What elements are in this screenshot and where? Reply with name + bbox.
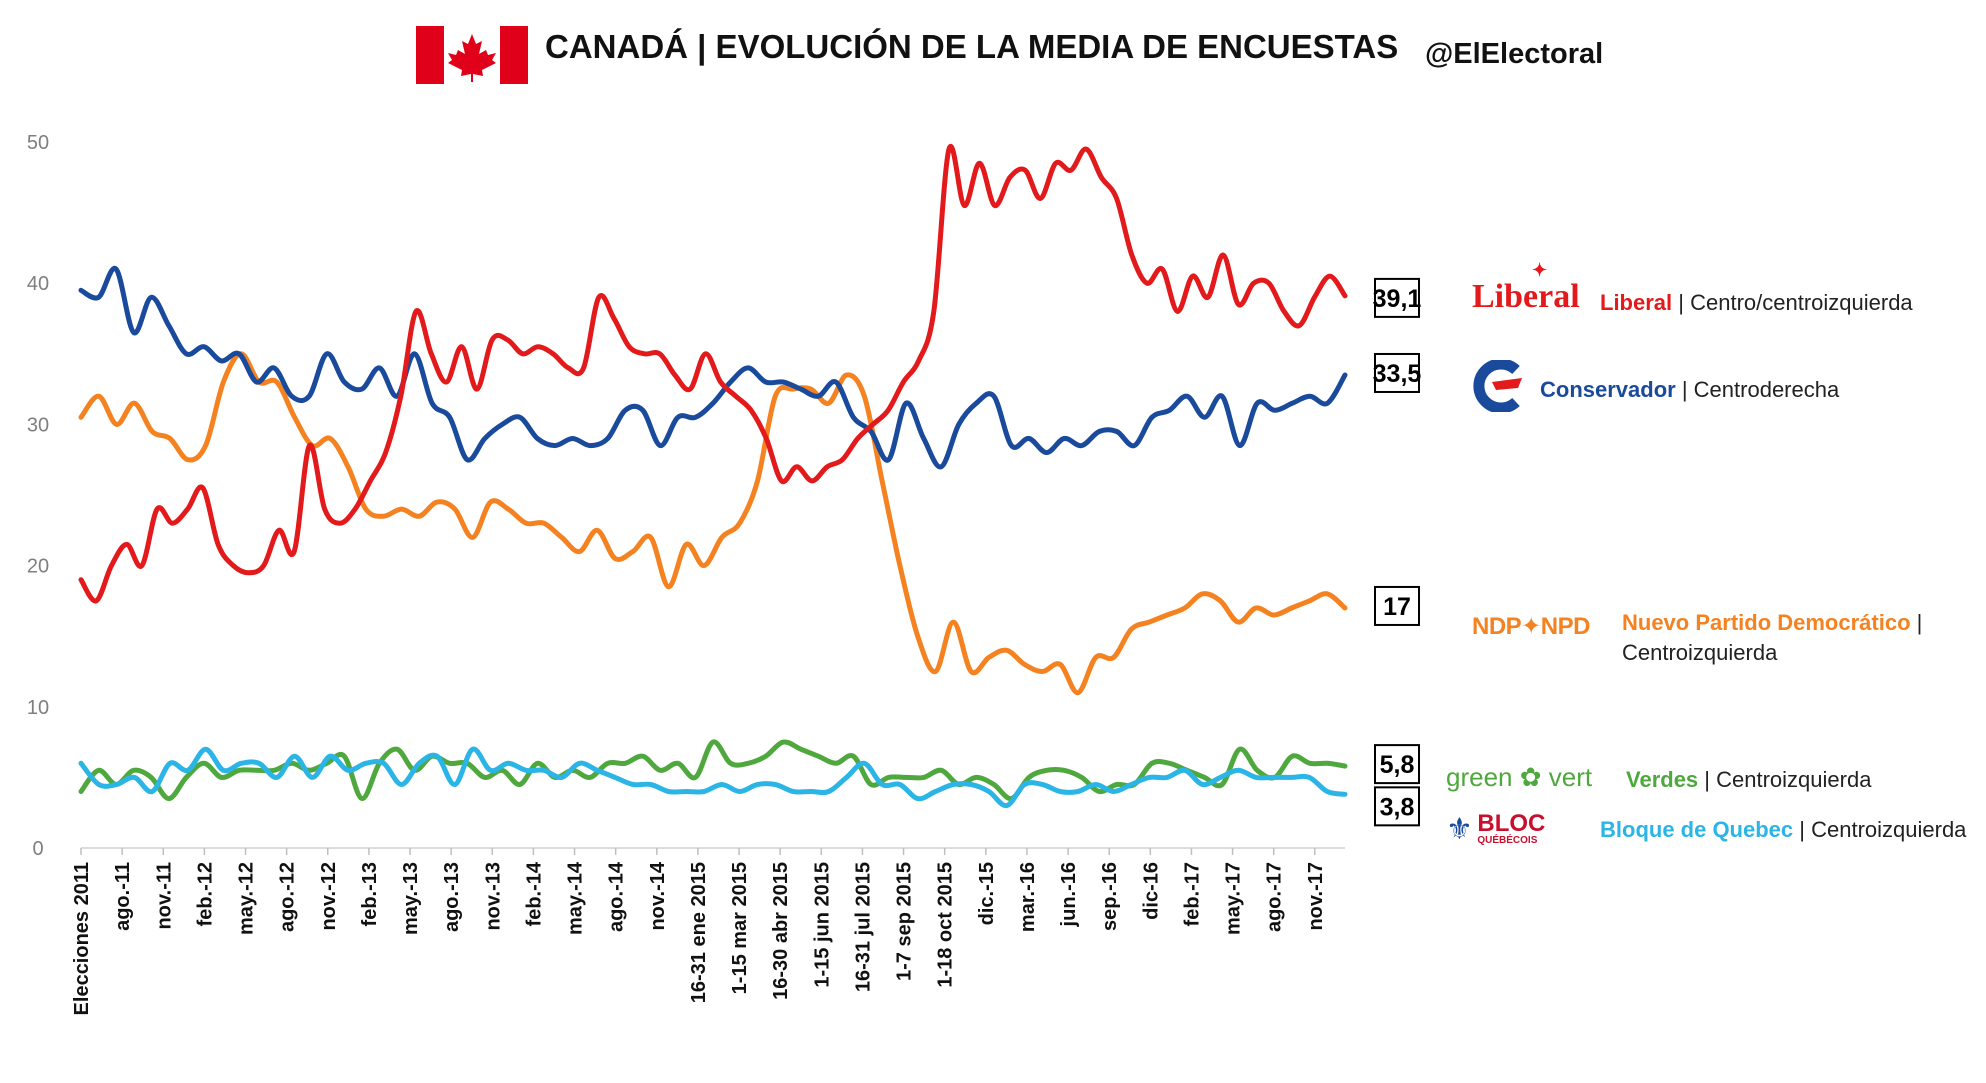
conservative-c-icon <box>1473 358 1522 414</box>
x-tick-label: feb.-17 <box>1181 862 1203 926</box>
x-tick-label: 16-30 abr 2015 <box>770 862 792 1000</box>
value-label: 17 <box>1383 593 1411 621</box>
legend-liberal: Liberal | Centro/centroizquierda <box>1600 288 1913 318</box>
legend-ndp: Nuevo Partido Democrático | <box>1622 608 1922 638</box>
x-tick-label: dic.-15 <box>976 862 998 925</box>
x-tick-label: feb.-13 <box>359 862 381 926</box>
legend-verdes: Verdes | Centroizquierda <box>1626 765 1871 795</box>
legend-conservador-desc: | Centroderecha <box>1681 377 1840 402</box>
series-line-bloque-de-quebec <box>78 746 1348 809</box>
bloc-logo-text: BLOC <box>1477 810 1546 837</box>
x-tick-label: 16-31 ene 2015 <box>688 862 710 1003</box>
x-tick-label: ago.-14 <box>606 861 628 932</box>
legend-ndp-desc2: Centroizquierda <box>1622 640 1778 665</box>
bloc-logo-subtext: QUÉBÉCOIS <box>1477 835 1538 846</box>
x-tick-label: may.-12 <box>236 862 258 935</box>
x-tick-label: ago.-12 <box>277 862 299 932</box>
x-tick-label: feb.-12 <box>194 862 216 926</box>
x-tick-label: nov.-11 <box>153 862 175 929</box>
value-label: 5,8 <box>1380 751 1415 779</box>
x-tick-label: mar.-16 <box>1017 862 1039 932</box>
x-tick-label: may.-13 <box>400 862 422 935</box>
value-box <box>1374 277 1420 318</box>
value-label: 3,8 <box>1380 793 1415 821</box>
y-tick-label: 40 <box>27 273 49 295</box>
green-party-logo: green ✿ vert <box>1446 762 1593 792</box>
x-tick-label: sep.-16 <box>1099 862 1121 931</box>
series-line-conservador <box>78 265 1348 470</box>
legend-bloc: Bloque de Quebec | Centroizquierda <box>1600 815 1966 845</box>
value-box <box>1374 744 1420 785</box>
legend-conservador: Conservador | Centroderecha <box>1540 375 1839 405</box>
x-tick-label: may.-17 <box>1223 862 1245 935</box>
legend-verdes-desc: | Centroizquierda <box>1704 767 1872 792</box>
x-tick-label: Elecciones 2011 <box>71 862 93 1015</box>
maple-leaf-icon: ✦ <box>1532 260 1548 280</box>
x-tick-label: dic-16 <box>1140 862 1162 920</box>
y-tick-label: 0 <box>32 838 43 860</box>
value-label: 33,5 <box>1373 360 1422 388</box>
legend-bloc-name: Bloque de Quebec <box>1600 817 1794 842</box>
legend-bloc-desc: | Centroizquierda <box>1799 817 1967 842</box>
legend-ndp-name: Nuevo Partido Democrático <box>1622 610 1911 635</box>
x-tick-label: 1-15 jun 2015 <box>811 862 833 988</box>
value-label: 39,1 <box>1373 285 1422 313</box>
y-tick-label: 10 <box>27 697 49 719</box>
x-tick-label: 1-18 oct 2015 <box>935 862 957 988</box>
conservative-logo <box>1472 358 1528 414</box>
legend-verdes-name: Verdes <box>1626 767 1699 792</box>
canada-flag-icon <box>416 26 528 84</box>
x-tick-label: jun.-16 <box>1058 862 1080 927</box>
value-box <box>1374 352 1420 393</box>
legend-liberal-desc: | Centro/centroizquierda <box>1678 290 1913 315</box>
y-tick-label: 20 <box>27 556 49 578</box>
liberal-logo: Liberal ✦ <box>1472 260 1580 316</box>
y-tick-label: 30 <box>27 414 49 436</box>
x-tick-label: 1-7 sep 2015 <box>894 862 916 981</box>
x-tick-label: ago.-13 <box>441 862 463 932</box>
y-tick-label: 50 <box>27 132 49 154</box>
value-box <box>1374 786 1420 827</box>
x-tick-label: nov.-14 <box>647 861 669 930</box>
x-tick-label: 1-15 mar 2015 <box>729 862 751 994</box>
x-tick-label: nov.-17 <box>1305 862 1327 931</box>
x-tick-label: 16-31 jul 2015 <box>852 862 874 992</box>
x-tick-label: may.-14 <box>565 861 587 935</box>
ndp-logo: NDP✦NPD <box>1472 613 1590 640</box>
series-line-liberal <box>78 143 1348 604</box>
bloc-logo: ⚜ BLOC QUÉBÉCOIS <box>1446 812 1545 847</box>
bloc-fleur-icon: ⚜ <box>1446 813 1473 846</box>
legend-conservador-name: Conservador <box>1540 377 1676 402</box>
series-line-nuevo-partido-democrático <box>78 351 1348 696</box>
title-bar: CANADÁ | EVOLUCIÓN DE LA MEDIA DE ENCUES… <box>0 18 1986 84</box>
value-box <box>1374 585 1420 626</box>
twitter-handle: @ElElectoral <box>1425 38 1604 70</box>
legend-liberal-name: Liberal <box>1600 290 1673 315</box>
x-tick-label: feb.-14 <box>523 861 545 926</box>
x-tick-label: nov.-12 <box>318 862 340 931</box>
legend-ndp-desc: | <box>1916 610 1923 635</box>
chart-title: CANADÁ | EVOLUCIÓN DE LA MEDIA DE ENCUES… <box>545 28 1399 65</box>
x-tick-label: ago.-17 <box>1264 862 1286 932</box>
liberal-logo-text: Liberal <box>1472 278 1580 315</box>
x-tick-label: ago.-11 <box>112 862 134 931</box>
x-tick-label: nov.-13 <box>482 862 504 931</box>
